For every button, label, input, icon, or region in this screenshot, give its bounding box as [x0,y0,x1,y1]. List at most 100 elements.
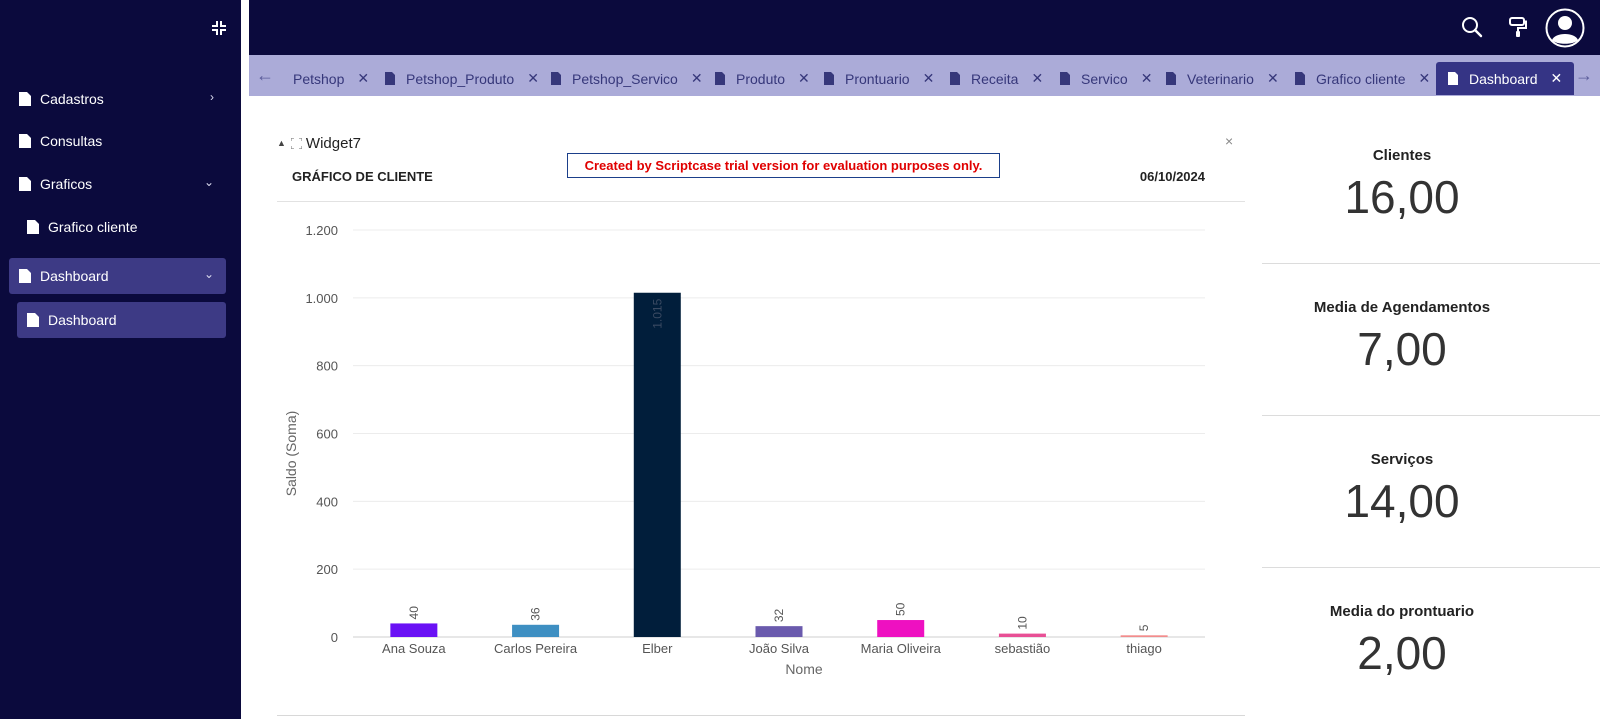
x-axis-title: Nome [785,661,823,677]
tab-label: Veterinario [1187,70,1254,87]
trial-notice: Created by Scriptcase trial version for … [567,153,1000,178]
tab-label: Prontuario [845,70,910,87]
close-icon[interactable]: ✕ [1266,70,1279,86]
data-label: 50 [894,602,908,616]
divider [277,201,1245,202]
x-tick-label: Elber [642,641,673,656]
bar [877,620,925,637]
sidebar-item-label: Graficos [40,176,93,192]
bar-chart: 0 200 400 600 800 1.000 1.200 40 Ana Souza 36 Carl… [283,223,1205,677]
kpi-card: Clientes 16,00 [1262,112,1600,264]
kpi-value: 2,00 [1357,627,1447,679]
document-icon [19,92,31,106]
collapse-caret-icon[interactable]: ▲ [277,138,286,148]
tab-petshop[interactable]: Petshop ✕ [293,62,369,95]
close-icon[interactable]: ✕ [798,70,810,86]
chart-title: GRÁFICO DE CLIENTE [292,169,433,184]
top-bar [249,0,1600,55]
tab-label: Grafico cliente [1316,70,1406,87]
y-tick-label: 1.200 [305,223,338,238]
kpi-card: Serviços 14,00 [1262,416,1600,568]
sidebar-item-label: Dashboard [40,268,109,284]
expand-icon[interactable] [290,137,302,149]
tab-petshop-produto[interactable]: Petshop_Produto ✕ [385,62,539,95]
sidebar-item-dashboard-sub[interactable]: Dashboard [17,302,226,338]
close-icon[interactable]: × [1225,133,1234,149]
close-icon[interactable]: ✕ [1031,70,1044,86]
search-icon[interactable] [1459,14,1485,40]
tab-next-arrow-icon[interactable]: → [1575,65,1593,85]
divider [1262,263,1600,264]
document-icon [1295,72,1305,85]
y-tick-label: 1.000 [305,291,338,306]
sidebar-item-cadastros[interactable]: Cadastros › [9,81,226,117]
sidebar-item-label: Dashboard [48,312,117,328]
bar [755,626,803,637]
tab-servico[interactable]: Servico ✕ [1060,62,1152,95]
sidebar-item-grafico-cliente[interactable]: Grafico cliente [17,209,226,245]
tab-label: Petshop_Produto [406,70,515,87]
tab-produto[interactable]: Produto ✕ [715,62,810,95]
kpi-panel: Clientes 16,00 Media de Agendamentos 7,0… [1262,112,1600,719]
tab-dashboard[interactable]: Dashboard ✕ [1436,62,1575,95]
tab-label: Petshop_Servico [572,70,678,87]
close-icon[interactable]: ✕ [1418,70,1431,86]
tab-prev-arrow-icon[interactable]: ← [256,65,274,85]
kpi-label: Serviços [1370,451,1434,468]
widget-header: ▲ Widget7 [277,133,361,153]
chart-widget: ▲ Widget7 × Created by Scriptcase trial … [277,125,1245,717]
tab-label: Produto [736,70,786,87]
close-icon[interactable]: ✕ [1140,70,1153,86]
close-icon[interactable]: ✕ [922,70,935,86]
tab-veterinario[interactable]: Veterinario ✕ [1166,62,1279,95]
bar [998,633,1046,637]
document-icon [1060,72,1070,85]
document-icon [19,134,31,148]
document-icon [551,72,561,85]
tab-grafico-cliente[interactable]: Grafico cliente ✕ [1295,62,1430,95]
x-tick-label: Carlos Pereira [494,641,578,656]
kpi-label: Media do prontuario [1329,603,1475,620]
sidebar-item-label: Consultas [40,133,103,149]
kpi-value: 16,00 [1344,171,1460,223]
sidebar-item-dashboard[interactable]: Dashboard ⌄ [9,258,226,294]
user-avatar-icon[interactable] [1545,8,1585,48]
divider [1262,567,1600,568]
sidebar: Cadastros › Consultas Graficos ⌄ Grafico… [0,0,241,719]
tab-receita[interactable]: Receita ✕ [950,62,1043,95]
document-icon [27,313,39,327]
document-icon [19,177,31,191]
tab-label: Dashboard [1469,70,1538,87]
tab-prontuario[interactable]: Prontuario ✕ [824,62,934,95]
document-icon [27,220,39,234]
tab-label: Receita [971,70,1019,87]
tab-petshop-servico[interactable]: Petshop_Servico ✕ [551,62,703,95]
close-icon[interactable]: ✕ [527,70,539,86]
x-tick-label: sebastião [995,641,1051,656]
data-label: 32 [772,608,786,622]
data-label: 36 [529,607,543,621]
sidebar-item-graficos[interactable]: Graficos ⌄ [9,166,226,202]
bar [512,624,560,637]
sidebar-item-consultas[interactable]: Consultas [9,123,226,159]
document-icon [19,269,31,283]
kpi-value: 14,00 [1344,475,1460,527]
kpi-card: Media do prontuario 2,00 [1262,568,1600,719]
collapse-arrows-icon[interactable] [208,20,230,42]
kpi-label: Clientes [1372,147,1432,164]
close-icon[interactable]: ✕ [357,70,370,86]
bar [633,292,681,637]
paint-roller-icon[interactable] [1505,14,1531,40]
divider [1262,415,1600,416]
close-icon[interactable]: ✕ [1550,70,1563,86]
y-tick-label: 0 [331,630,338,645]
kpi-card: Media de Agendamentos 7,00 [1262,264,1600,416]
close-icon[interactable]: ✕ [690,70,703,86]
y-tick-label: 800 [316,359,338,374]
kpi-value: 7,00 [1357,323,1447,375]
y-tick-label: 400 [316,494,338,509]
document-icon [950,72,960,85]
tab-label: Petshop [293,70,345,87]
sidebar-item-label: Grafico cliente [48,219,138,235]
